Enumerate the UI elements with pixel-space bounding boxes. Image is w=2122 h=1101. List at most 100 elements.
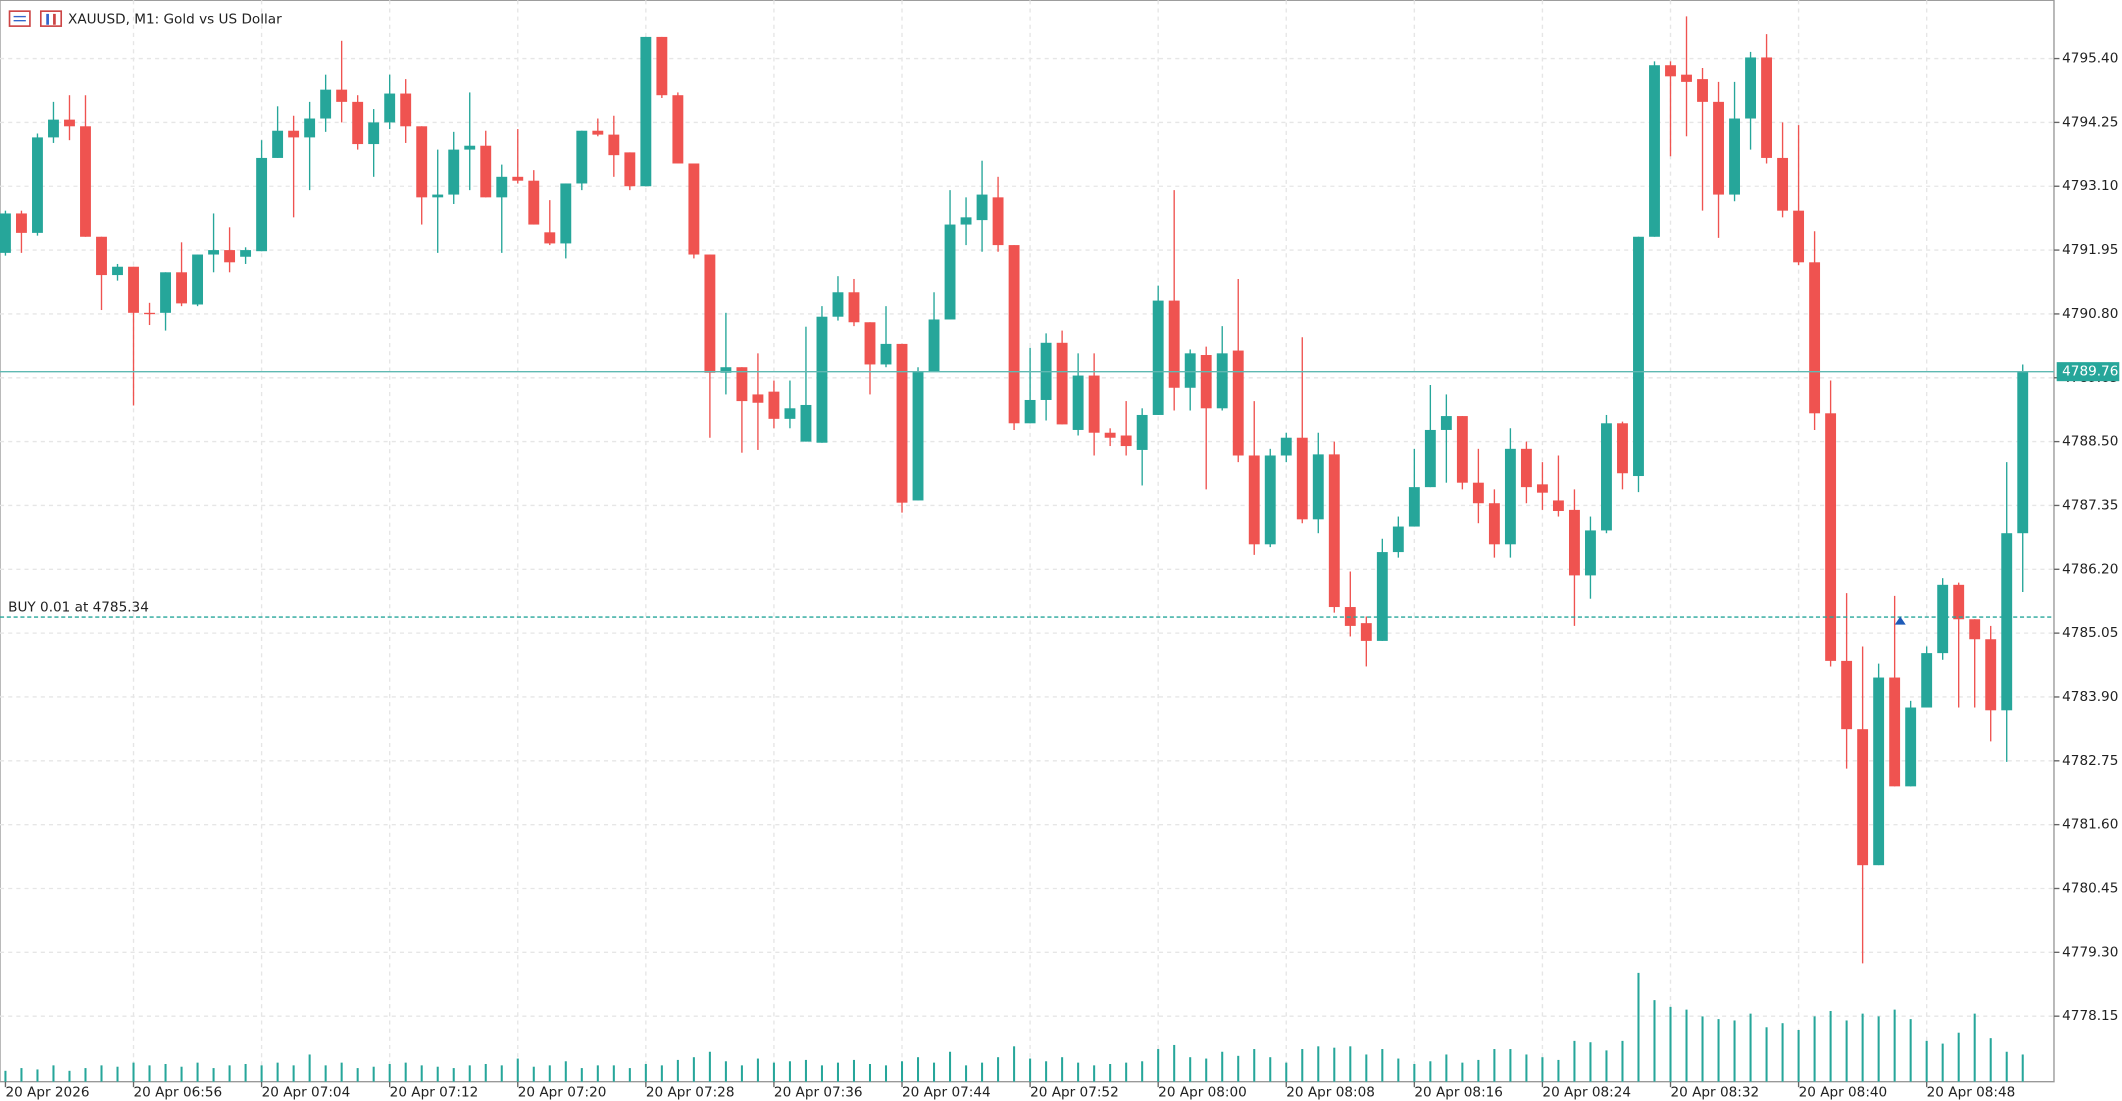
candle-body [240, 250, 252, 257]
candle-body [1184, 353, 1196, 388]
candle-body [80, 126, 91, 237]
x-tick-label: 20 Apr 07:52 [1030, 1085, 1119, 1101]
candle-body [832, 292, 844, 317]
candle-body [384, 93, 396, 123]
x-tick-label: 20 Apr 08:16 [1414, 1085, 1503, 1101]
candle-body [352, 101, 364, 145]
candle-body [896, 343, 908, 503]
candle-body [400, 93, 412, 127]
candle-body [1569, 509, 1580, 576]
candle-body [848, 292, 860, 323]
candle-body [1488, 503, 1500, 545]
candle-body [464, 145, 476, 150]
y-tick-label: 4785.05 [2062, 625, 2118, 641]
candle-body [96, 236, 107, 276]
y-tick-label: 4781.60 [2062, 817, 2118, 833]
candle-body [1921, 653, 1933, 708]
icon [39, 10, 63, 27]
candle-body [816, 316, 828, 443]
y-tick-label: 4787.35 [2062, 497, 2118, 513]
candle-body [1937, 584, 1949, 654]
x-tick-label: 20 Apr 06:56 [134, 1085, 223, 1101]
candle-body [1825, 413, 1837, 661]
last-price-label: 4789.76 [2062, 364, 2118, 380]
y-tick-label: 4793.10 [2062, 178, 2118, 194]
candle-body [304, 118, 316, 138]
candle-body [1376, 552, 1388, 641]
candle-body [576, 130, 588, 184]
y-tick-label: 4794.25 [2062, 114, 2118, 130]
x-tick-label: 20 Apr 07:04 [262, 1085, 351, 1101]
candle-body [320, 89, 332, 119]
candle-body [1120, 435, 1132, 447]
candle-body [656, 36, 668, 96]
candle-body [624, 152, 636, 187]
candle-body [1985, 639, 1997, 711]
candle-body [1472, 482, 1484, 504]
candle-body [944, 224, 956, 320]
candle-body [1873, 677, 1885, 866]
candle-body [1248, 455, 1260, 545]
candle-body [688, 163, 700, 255]
candle-body [1056, 342, 1068, 425]
candle-body [128, 266, 139, 313]
candle-body [208, 250, 220, 255]
candle-body [2001, 533, 2013, 711]
x-tick-label: 20 Apr 2026 [5, 1085, 89, 1101]
x-tick-label: 20 Apr 08:48 [1927, 1085, 2016, 1101]
y-tick-label: 4782.75 [2062, 753, 2118, 769]
candle-body [288, 130, 300, 138]
x-tick-label: 20 Apr 07:12 [390, 1085, 479, 1101]
candle-body [432, 194, 444, 198]
chart-title: XAUUSD, M1: Gold vs US Dollar [68, 11, 282, 27]
candle-body [1969, 619, 1981, 640]
y-tick-label: 4778.15 [2062, 1008, 2118, 1024]
candle-body [512, 176, 524, 181]
candle-body [1504, 448, 1516, 545]
candle-body [1440, 416, 1452, 430]
candle-body [976, 194, 988, 221]
candle-body [1456, 416, 1468, 483]
y-tick-label: 4795.40 [2062, 51, 2118, 67]
x-tick-label: 20 Apr 07:36 [774, 1085, 863, 1101]
candle-body [1136, 414, 1148, 450]
candle-body [48, 119, 59, 138]
candle-body [1761, 57, 1773, 158]
candle-body [1889, 677, 1901, 787]
icon [8, 10, 31, 27]
candle-body [752, 394, 764, 403]
candle-body [1601, 423, 1612, 531]
order-label: BUY 0.01 at 4785.34 [8, 600, 149, 616]
candle-body [1793, 210, 1805, 263]
candle-body [1729, 118, 1740, 195]
candle-body [1152, 300, 1164, 415]
candle-body [960, 217, 972, 225]
candle-body [1697, 79, 1708, 102]
candle-body [368, 122, 380, 145]
candle-body [1745, 57, 1756, 119]
candle-body [1713, 101, 1724, 195]
candle-body [800, 404, 812, 442]
candle-body [1264, 455, 1276, 545]
candle-body [1232, 350, 1244, 456]
y-tick-label: 4788.50 [2062, 434, 2118, 450]
candle-body [736, 367, 748, 402]
plot-area [0, 0, 2055, 1083]
last-price-box [2056, 362, 2120, 382]
candle-body [1905, 707, 1917, 787]
candle-body [416, 126, 428, 198]
candle-body [1200, 355, 1212, 409]
candle-body [480, 145, 492, 198]
candle-body [1312, 454, 1324, 520]
candle-body [1681, 74, 1692, 82]
y-tick-label: 4779.30 [2062, 944, 2118, 960]
y-tick-label: 4780.45 [2062, 880, 2118, 896]
x-tick-label: 20 Apr 08:00 [1158, 1085, 1247, 1101]
candle-body [32, 137, 43, 233]
y-tick-label: 4790.80 [2062, 306, 2118, 322]
candle-body [1857, 729, 1869, 866]
candle-body [448, 149, 460, 195]
candle-body [1088, 375, 1100, 433]
